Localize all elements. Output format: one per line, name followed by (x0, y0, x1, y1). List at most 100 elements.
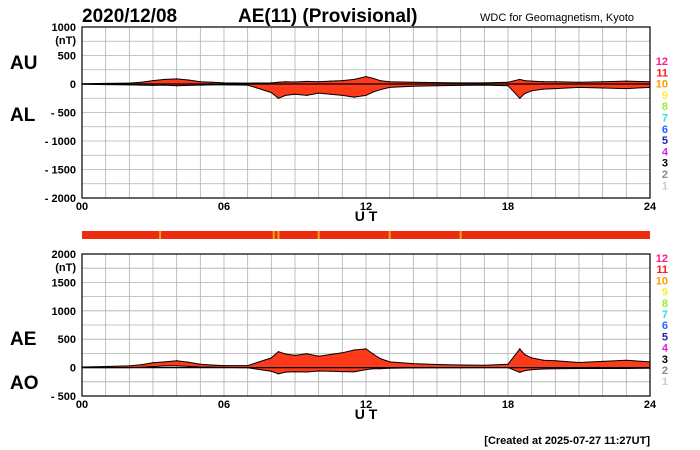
series-ae-point (247, 365, 249, 367)
series-au-point (211, 81, 213, 83)
series-ae-point (379, 357, 381, 360)
series-au-point (318, 81, 320, 83)
series-au-point (294, 81, 296, 83)
series-ao-point (389, 367, 391, 369)
series-ao-point (211, 366, 213, 368)
x-axis-label: U T (355, 208, 378, 224)
series-al-point (436, 85, 438, 87)
series-au-point (270, 82, 272, 84)
series-al-point (270, 91, 272, 94)
series-ae-point (412, 363, 414, 365)
series-au-point (460, 82, 462, 84)
level-legend-item: 8 (662, 298, 668, 310)
series-ae-point (372, 353, 374, 355)
series-ao-point (523, 370, 526, 372)
series-ao-point (284, 371, 287, 373)
series-au-point (105, 82, 107, 85)
series-ae-point (460, 364, 462, 366)
level-legend-item: 4 (662, 343, 669, 355)
series-au-point (164, 78, 166, 81)
series-ao-point (365, 368, 367, 371)
level-legend-item: 1 (662, 180, 668, 192)
series-ao-point (105, 367, 107, 369)
series-al-point (187, 84, 190, 87)
x-tick-label: 12 (360, 201, 372, 213)
series-al-point (523, 93, 526, 95)
series-al-point (519, 97, 521, 99)
series-ae-point (270, 357, 272, 359)
level-legend-item: 11 (656, 264, 668, 276)
series-ao-point (270, 370, 272, 372)
status-bar-mark (159, 231, 162, 239)
series-label-lower: AL (10, 105, 36, 126)
series-al-point (542, 88, 545, 90)
level-legend-item: 3 (662, 158, 668, 170)
series-al-point (128, 84, 130, 86)
series-au-point (128, 82, 130, 84)
level-legend-item: 12 (656, 56, 668, 68)
series-al-point (389, 86, 391, 89)
level-legend-item: 5 (662, 331, 668, 343)
series-al-point (554, 87, 556, 90)
y-tick-label: 2000 (52, 249, 76, 261)
series-al-point (625, 87, 627, 90)
series-ao-point (602, 367, 604, 370)
series-ao-point (306, 371, 308, 373)
y-tick-label: 1500 (52, 277, 76, 289)
series-au-point (306, 80, 308, 83)
series-al-point (284, 94, 287, 96)
y-tick-label: - 2000 (45, 193, 76, 205)
series-al-point (460, 84, 462, 87)
series-al-point (306, 94, 308, 96)
level-legend-item: 8 (662, 101, 668, 113)
series-ae-point (519, 348, 521, 350)
series-au-point (625, 80, 627, 82)
series-ae-point (223, 365, 225, 367)
series-au-point (277, 81, 280, 83)
series-ao-point (294, 371, 296, 373)
series-al-point (353, 96, 355, 98)
series-au-point (389, 81, 391, 83)
series-envelope-area (82, 76, 650, 99)
series-al-point (199, 84, 201, 86)
y-axis-unit-label: (nT) (55, 262, 76, 274)
plot-frame (81, 26, 651, 199)
data-source-label: WDC for Geomagnetism, Kyoto (480, 12, 634, 24)
series-au-point (531, 80, 533, 82)
y-tick-label: - 1500 (45, 165, 76, 177)
y-tick-label: 500 (58, 334, 76, 346)
level-legend-item: 10 (656, 275, 668, 287)
series-al-point (578, 86, 580, 89)
series-au-point (412, 81, 414, 83)
status-bar-mark (388, 231, 391, 239)
series-al-point (602, 87, 604, 89)
series-au-point (507, 81, 509, 83)
level-legend-item: 1 (662, 376, 668, 388)
level-legend-item: 9 (662, 287, 668, 299)
series-ao-point (372, 368, 374, 370)
series-ao-point (460, 367, 462, 369)
x-tick-label: 24 (644, 399, 657, 411)
ae-ao-panel: 2000 1500 1000 500 0 - 500 (nT) 00 06 12 18 24 U T AE… (10, 249, 657, 422)
series-au-point (329, 80, 332, 82)
status-bar-mark (272, 231, 275, 239)
y-tick-label: 1000 (52, 22, 76, 34)
series-ao-point (187, 365, 190, 367)
plot-frame (81, 253, 651, 397)
series-ae-point (507, 363, 509, 365)
series-ae-point (277, 351, 280, 353)
series-ao-point (140, 366, 142, 368)
level-legend-item: 6 (662, 320, 668, 332)
series-au-point (353, 78, 355, 81)
x-tick-label: 06 (218, 201, 230, 213)
series-ae-point (625, 359, 627, 361)
series-al-point (531, 90, 533, 92)
series-ae-point (483, 364, 485, 366)
series-ao-point (531, 368, 533, 371)
series-ao-point (152, 365, 154, 368)
x-tick-label: 18 (502, 201, 514, 213)
series-ae-point (578, 361, 580, 364)
level-legend-item: 2 (662, 365, 668, 377)
